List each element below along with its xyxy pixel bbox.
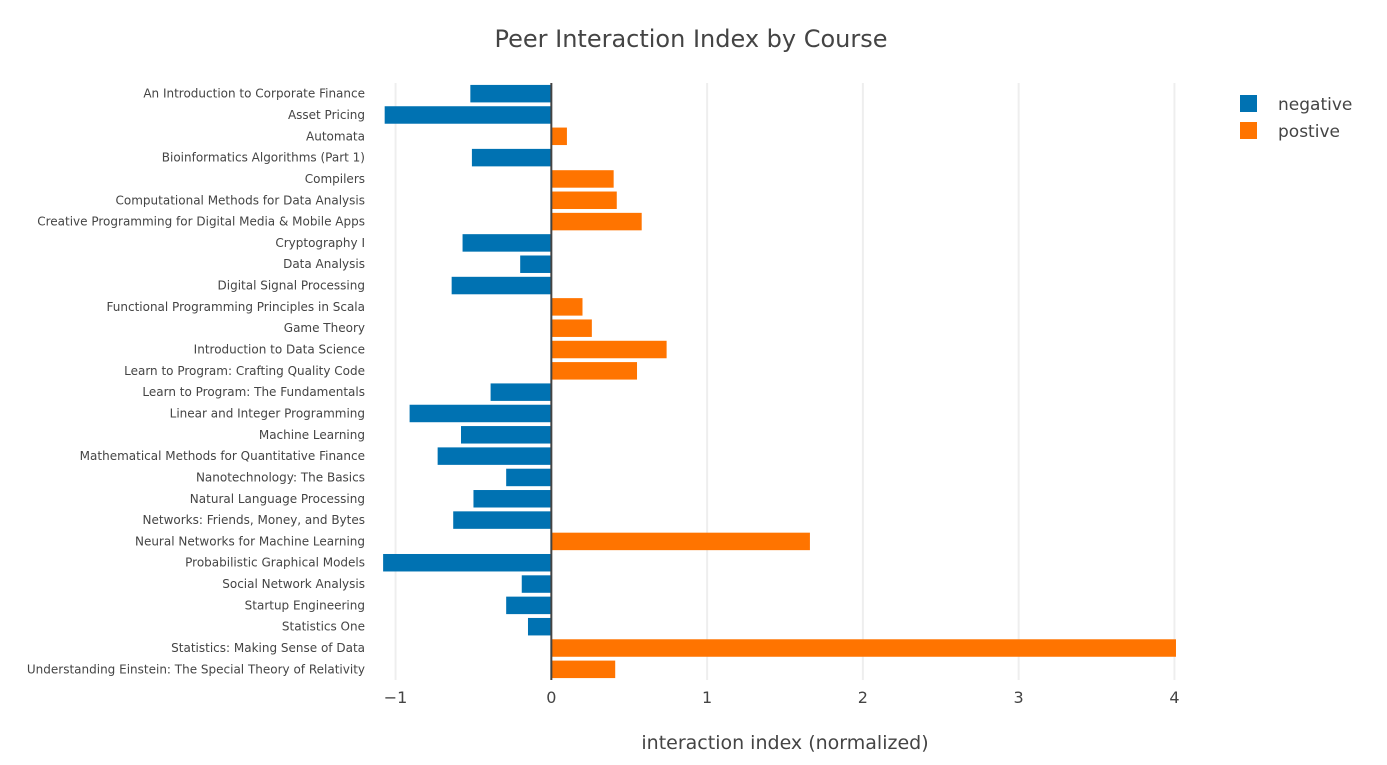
bar-startup-engineering bbox=[506, 596, 552, 615]
bar-linear-and-integer-programming bbox=[409, 404, 552, 423]
bar-an-introduction-to-corporate-finance bbox=[470, 84, 552, 103]
bar-digital-signal-processing bbox=[451, 276, 552, 295]
x-tick-label: 2 bbox=[858, 688, 868, 707]
chart-title: Peer Interaction Index by Course bbox=[494, 25, 887, 53]
bar-nanotechnology-the-basics bbox=[506, 468, 552, 487]
category-label: Game Theory bbox=[284, 321, 365, 335]
category-labels: An Introduction to Corporate Finance Asse… bbox=[27, 87, 365, 677]
category-label: Understanding Einstein: The Special Theo… bbox=[27, 662, 365, 676]
category-label: Functional Programming Principles in Sca… bbox=[107, 300, 365, 314]
bar-game-theory bbox=[551, 319, 592, 337]
bar-networks-friends-money-and-bytes bbox=[453, 511, 552, 529]
legend-item-postive[interactable]: postive bbox=[1240, 122, 1340, 142]
category-label: Natural Language Processing bbox=[190, 492, 365, 506]
category-label: Computational Methods for Data Analysis bbox=[116, 193, 365, 207]
category-label: Learn to Program: Crafting Quality Code bbox=[124, 364, 365, 378]
bar-statistics-one bbox=[527, 617, 552, 636]
bar-understanding-einstein-the-special-theory-of-relativity bbox=[551, 660, 616, 679]
category-label: Neural Networks for Machine Learning bbox=[135, 534, 365, 548]
category-label: Networks: Friends, Money, and Bytes bbox=[143, 513, 365, 527]
category-label: Introduction to Data Science bbox=[194, 343, 365, 357]
category-label: Statistics One bbox=[282, 620, 365, 634]
bar-learn-to-program-the-fundamentals bbox=[490, 383, 552, 401]
legend[interactable]: negative postive bbox=[1240, 95, 1352, 142]
x-tick-label: 0 bbox=[546, 688, 556, 707]
bar-functional-programming-principles-in-scala bbox=[551, 298, 583, 316]
category-label: Cryptography I bbox=[275, 236, 365, 250]
x-tick-label: 3 bbox=[1014, 688, 1024, 707]
category-label: Probabilistic Graphical Models bbox=[185, 556, 365, 570]
legend-item-negative[interactable]: negative bbox=[1240, 95, 1352, 115]
category-label: An Introduction to Corporate Finance bbox=[143, 87, 365, 101]
legend-swatch-negative bbox=[1240, 95, 1257, 112]
category-label: Bioinformatics Algorithms (Part 1) bbox=[162, 151, 365, 165]
gridlines bbox=[394, 83, 1176, 680]
bar-natural-language-processing bbox=[473, 490, 552, 508]
category-label: Machine Learning bbox=[259, 428, 365, 442]
category-label: Automata bbox=[306, 129, 365, 143]
category-label: Social Network Analysis bbox=[222, 577, 365, 591]
bar-automata bbox=[551, 127, 567, 146]
bar-compilers bbox=[551, 170, 614, 188]
legend-label-postive: postive bbox=[1278, 122, 1340, 142]
bar-bioinformatics-algorithms-part-1 bbox=[471, 148, 552, 167]
category-label: Asset Pricing bbox=[288, 108, 365, 122]
category-label: Statistics: Making Sense of Data bbox=[171, 641, 365, 655]
category-label: Nanotechnology: The Basics bbox=[196, 470, 365, 484]
bar-cryptography-i bbox=[462, 234, 552, 252]
bar-computational-methods-for-data-analysis bbox=[551, 191, 617, 210]
category-label: Compilers bbox=[305, 172, 365, 186]
legend-label-negative: negative bbox=[1278, 95, 1352, 115]
bar-social-network-analysis bbox=[521, 575, 552, 593]
category-label: Mathematical Methods for Quantitative Fi… bbox=[80, 449, 365, 463]
category-label: Data Analysis bbox=[283, 257, 365, 271]
category-label: Startup Engineering bbox=[245, 598, 365, 612]
bars bbox=[383, 84, 1176, 679]
x-tick-label: 4 bbox=[1169, 688, 1179, 707]
x-tick-label: −1 bbox=[384, 688, 408, 707]
bar-machine-learning bbox=[461, 426, 552, 444]
bar-statistics-making-sense-of-data bbox=[551, 639, 1176, 657]
category-label: Digital Signal Processing bbox=[218, 279, 366, 293]
x-tick-label: 1 bbox=[702, 688, 712, 707]
x-axis-title: interaction index (normalized) bbox=[641, 732, 928, 754]
bar-asset-pricing bbox=[384, 106, 552, 124]
bar-neural-networks-for-machine-learning bbox=[551, 532, 810, 551]
bar-data-analysis bbox=[520, 255, 552, 273]
bar-introduction-to-data-science bbox=[551, 340, 667, 359]
bar-learn-to-program-crafting-quality-code bbox=[551, 362, 638, 380]
category-label: Learn to Program: The Fundamentals bbox=[142, 385, 365, 399]
category-label: Creative Programming for Digital Media &… bbox=[37, 215, 365, 229]
bar-creative-programming-for-digital-media-mobile-apps bbox=[551, 212, 642, 231]
x-tick-labels: −1 0 1 2 3 4 bbox=[384, 688, 1180, 707]
bar-mathematical-methods-for-quantitative-finance bbox=[437, 447, 552, 465]
category-label: Linear and Integer Programming bbox=[170, 406, 365, 420]
bar-probabilistic-graphical-models bbox=[383, 553, 552, 572]
legend-swatch-postive bbox=[1240, 122, 1257, 139]
